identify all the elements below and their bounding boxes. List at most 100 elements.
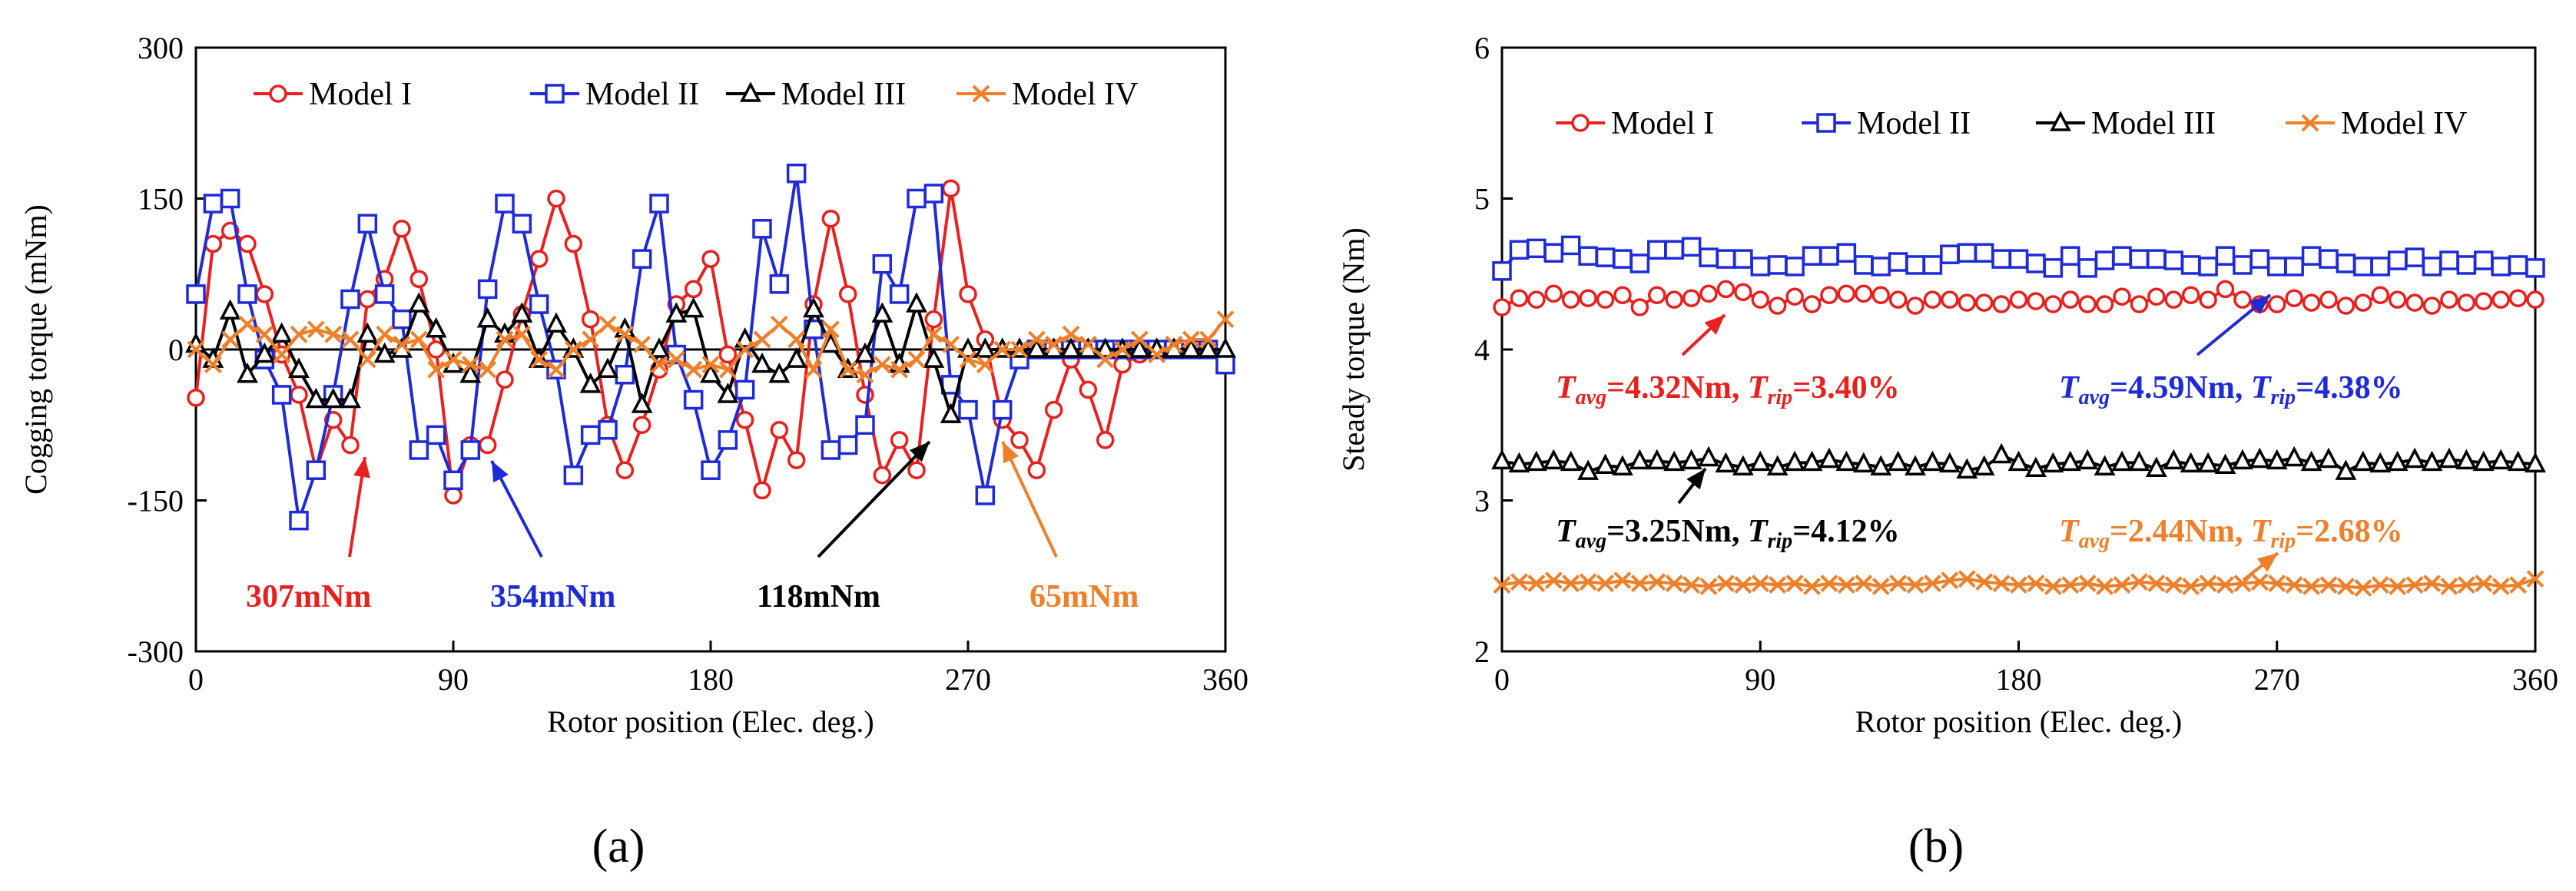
y-tick-label: -300: [128, 634, 184, 669]
data-point-marker: [1958, 570, 1976, 588]
data-point-marker: [1819, 246, 1839, 266]
y-tick-label: 150: [138, 182, 184, 217]
data-point-marker: [974, 337, 996, 358]
data-point-marker: [581, 310, 600, 329]
data-point-marker: [2526, 570, 2545, 588]
x-tick-label: 180: [1996, 662, 2042, 697]
data-point-marker: [768, 362, 791, 383]
data-point-marker: [2354, 293, 2372, 312]
data-point-marker: [2061, 576, 2080, 594]
data-point-marker: [1629, 253, 1650, 273]
data-point-marker: [2457, 293, 2476, 312]
data-point-marker: [2214, 453, 2236, 475]
data-point-marker: [2199, 575, 2217, 592]
data-point-marker: [1543, 449, 1565, 470]
data-point-marker: [1079, 336, 1097, 353]
data-point-marker: [907, 461, 926, 479]
y-tick-label: 0: [168, 333, 184, 367]
annotation-part: =4.38%: [2296, 370, 2402, 406]
data-point-marker: [495, 194, 515, 214]
annotation: 65mNm: [1001, 441, 1139, 614]
data-point-marker: [889, 284, 910, 304]
data-point-marker: [373, 342, 396, 363]
data-point-marker: [2404, 447, 2425, 469]
series-model-iv: [1493, 570, 2545, 597]
data-point-marker: [598, 315, 617, 333]
data-point-marker: [941, 179, 960, 198]
data-point-marker: [992, 399, 1013, 420]
annotation-part: =2.68%: [2296, 514, 2402, 549]
data-point-marker: [1165, 336, 1183, 353]
annotation: Tavg=3.25Nm, Trip=4.12%: [1556, 467, 1900, 553]
x-tick-label: 180: [688, 662, 734, 697]
data-point-marker: [1852, 452, 1875, 473]
data-point-marker: [1577, 459, 1599, 480]
data-point-marker: [476, 306, 499, 328]
data-point-marker: [633, 336, 651, 353]
data-point-marker: [496, 370, 514, 389]
data-point-marker: [1751, 290, 1769, 309]
panel-caption: (b): [1908, 820, 1964, 873]
data-point-marker: [1717, 575, 1735, 592]
annotation: 118mNm: [757, 440, 931, 614]
data-point-marker: [1940, 244, 1960, 264]
annotation-arrow-head: [2249, 295, 2270, 315]
data-point-marker: [459, 362, 482, 383]
annotation: 307mNm: [246, 456, 371, 614]
data-point-marker: [271, 385, 292, 405]
data-point-marker: [2405, 247, 2425, 267]
data-point-marker: [648, 337, 670, 358]
data-point-marker: [203, 194, 224, 214]
data-point-marker: [2061, 290, 2080, 309]
data-point-marker: [940, 402, 962, 423]
data-point-marker: [530, 350, 549, 369]
data-point-marker: [1683, 576, 1700, 594]
data-point-marker: [2147, 249, 2167, 269]
data-point-marker: [2145, 456, 2167, 477]
data-point-marker: [906, 292, 927, 313]
data-point-marker: [1215, 337, 1236, 358]
data-point-marker: [1734, 576, 1752, 594]
legend-label: Model I: [309, 77, 412, 112]
data-point-marker: [786, 164, 807, 184]
data-point-marker: [785, 347, 807, 368]
data-point-marker: [2007, 450, 2030, 472]
data-point-marker: [856, 366, 874, 384]
data-point-marker: [1803, 578, 1821, 595]
data-point-marker: [890, 431, 909, 449]
data-point-marker: [837, 435, 858, 455]
legend-entry: Model III: [726, 77, 906, 112]
data-point-marker: [1837, 284, 1856, 303]
data-point-marker: [1665, 575, 1683, 592]
data-point-marker: [735, 410, 754, 429]
legend-entry: Model II: [1802, 106, 1971, 141]
data-point-marker: [2337, 578, 2355, 595]
data-point-marker: [408, 292, 430, 313]
data-point-marker: [1094, 337, 1116, 358]
data-point-marker: [1785, 287, 1804, 306]
data-point-marker: [2302, 293, 2321, 312]
data-point-marker: [736, 340, 754, 359]
data-point-marker: [770, 315, 788, 333]
data-point-marker: [1579, 289, 1597, 307]
data-point-marker: [1182, 330, 1200, 349]
data-point-marker: [976, 356, 994, 374]
data-point-marker: [873, 356, 891, 374]
data-point-marker: [1751, 575, 1769, 592]
data-point-marker: [2422, 296, 2442, 315]
x-tick-label: 90: [1745, 662, 1775, 697]
data-point-marker: [2456, 255, 2477, 275]
annotation-label: 307mNm: [246, 579, 371, 614]
data-point-marker: [1820, 575, 1838, 592]
data-point-marker: [632, 416, 651, 434]
y-axis-title: Steady torque (Nm): [1336, 227, 1371, 472]
x-tick-label: 270: [945, 662, 991, 697]
data-point-marker: [2491, 578, 2510, 595]
legend-label: Model II: [1857, 106, 1971, 141]
data-point-marker: [753, 481, 771, 500]
data-point-marker: [2353, 257, 2373, 277]
data-point-marker: [2370, 257, 2390, 277]
data-point-marker: [547, 189, 565, 208]
data-point-marker: [1578, 246, 1598, 266]
annotation-arrow-shaft: [1001, 441, 1058, 558]
